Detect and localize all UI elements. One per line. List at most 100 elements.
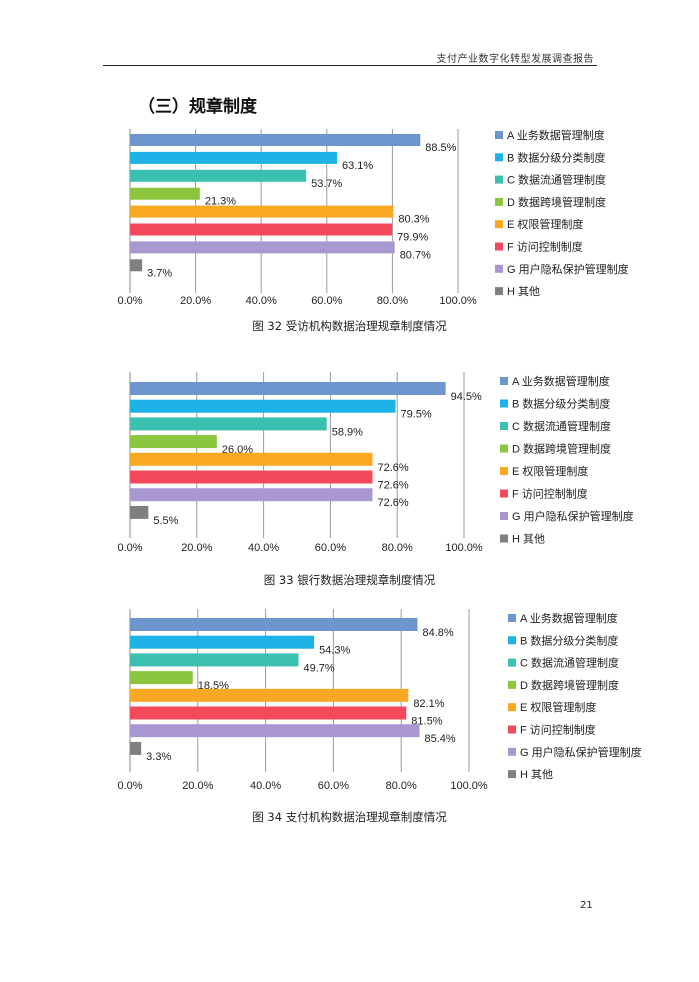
chart-34: 0.0% 20.0% 40.0% 60.0% 80.0% 100.0% 84.8% 54.3%…: [117, 609, 642, 792]
x-tick-label: 100.0%: [439, 295, 477, 307]
legend-label: F 访问控制制度: [507, 240, 583, 254]
legend-swatch: [508, 636, 516, 645]
legend-label: A 业务数据管理制度: [507, 128, 605, 142]
legend-swatch: [500, 512, 508, 520]
bar-value-label: 84.8%: [422, 627, 453, 639]
legend-label: E 权限管理制度: [520, 700, 596, 714]
x-tick-label: 100.0%: [445, 542, 483, 554]
chart-33: 0.0% 20.0% 40.0% 60.0% 80.0% 100.0% 94.5% 79.5%…: [117, 372, 634, 554]
legend-swatch: [500, 422, 508, 430]
legend-swatch: [508, 747, 516, 756]
legend-label: D 数据跨境管理制度: [512, 442, 611, 456]
bar-g: [130, 241, 395, 254]
bar-b: [130, 151, 337, 164]
bar-c: [130, 169, 307, 182]
legend-label: H 其他: [512, 533, 545, 546]
legend-label: G 用户隐私保护管理制度: [512, 509, 634, 523]
x-tick-label: 40.0%: [246, 295, 277, 307]
legend-swatch: [500, 377, 508, 385]
bar-value-label: 58.9%: [332, 426, 363, 438]
header-rule: [103, 65, 597, 66]
legend-swatch: [495, 131, 503, 139]
x-tick-label: 100.0%: [450, 780, 488, 792]
bar-value-label: 72.6%: [377, 480, 408, 492]
legend-swatch: [508, 770, 516, 779]
bar-value-label: 5.5%: [153, 515, 178, 527]
chart-32-caption: 图 32 受访机构数据治理规章制度情况: [252, 319, 447, 333]
bar-value-label: 82.1%: [413, 698, 444, 710]
bar-value-label: 72.6%: [377, 497, 408, 509]
legend-swatch: [500, 534, 508, 543]
bar-h: [130, 741, 142, 755]
bar-g: [130, 488, 373, 502]
legend-label: C 数据流通管理制度: [520, 656, 619, 670]
bar-g: [130, 724, 420, 738]
legend-swatch: [508, 725, 516, 734]
bar-f: [130, 470, 373, 484]
bar-e: [130, 452, 373, 466]
legend-label: B 数据分级分类制度: [520, 633, 618, 647]
running-header: 支付产业数字化转型发展调查报告: [436, 54, 594, 65]
bar-value-label: 63.1%: [342, 160, 373, 172]
bar-value-label: 88.5%: [425, 142, 456, 154]
legend-swatch: [495, 153, 503, 162]
bar-a: [130, 134, 421, 146]
legend-label: G 用户隐私保护管理制度: [520, 745, 642, 759]
legend-swatch: [508, 614, 516, 622]
legend-label: G 用户隐私保护管理制度: [507, 262, 629, 276]
bar-value-label: 72.6%: [377, 462, 408, 474]
legend-label: F 访问控制制度: [512, 487, 588, 501]
legend-label: D 数据跨境管理制度: [507, 195, 606, 209]
bar-c: [130, 653, 299, 667]
legend-label: B 数据分级分类制度: [512, 397, 610, 411]
bar-b: [130, 399, 396, 413]
section-title: （三）规章制度: [138, 97, 257, 117]
chart-34-caption: 图 34 支付机构数据治理规章制度情况: [252, 810, 447, 824]
bar-value-label: 79.5%: [401, 409, 432, 421]
x-tick-label: 0.0%: [117, 295, 142, 307]
bar-a: [130, 618, 418, 631]
chart-33-caption: 图 33 银行数据治理规章制度情况: [263, 573, 436, 587]
bar-value-label: 79.9%: [397, 232, 428, 244]
bar-value-label: 94.5%: [451, 391, 482, 403]
x-tick-label: 40.0%: [250, 780, 281, 792]
legend-swatch: [495, 242, 503, 251]
legend-label: C 数据流通管理制度: [512, 419, 611, 433]
legend-swatch: [508, 680, 516, 689]
legend-label: B 数据分级分类制度: [507, 150, 605, 164]
legend-label: H 其他: [507, 285, 540, 298]
legend-label: E 权限管理制度: [507, 217, 583, 231]
x-tick-label: 80.0%: [377, 295, 408, 307]
page-number: 21: [580, 900, 593, 911]
legend-swatch: [500, 489, 508, 498]
legend-swatch: [495, 175, 503, 184]
legend-label: D 数据跨境管理制度: [520, 678, 619, 692]
bar-value-label: 54.3%: [319, 645, 350, 657]
legend-label: A 业务数据管理制度: [520, 611, 618, 625]
bar-b: [130, 635, 315, 649]
bar-value-label: 3.7%: [147, 267, 172, 279]
x-tick-label: 60.0%: [315, 542, 346, 554]
bar-h: [130, 505, 149, 519]
x-tick-label: 80.0%: [382, 542, 413, 554]
x-tick-label: 60.0%: [311, 295, 342, 307]
bar-h: [130, 259, 143, 272]
bar-value-label: 3.3%: [146, 751, 171, 763]
legend-swatch: [495, 197, 503, 206]
x-tick-label: 20.0%: [181, 542, 212, 554]
bar-e: [130, 205, 394, 218]
x-tick-label: 0.0%: [117, 780, 142, 792]
legend-swatch: [500, 444, 508, 453]
bar-value-label: 21.3%: [205, 196, 236, 208]
legend-swatch: [495, 220, 503, 229]
bar-f: [130, 223, 393, 236]
x-tick-label: 80.0%: [386, 780, 417, 792]
bar-f: [130, 706, 407, 720]
bar-c: [130, 417, 327, 431]
x-tick-label: 60.0%: [318, 780, 349, 792]
x-tick-label: 20.0%: [180, 295, 211, 307]
legend-label: F 访问控制制度: [520, 723, 596, 737]
bar-value-label: 49.7%: [303, 662, 334, 674]
legend-label: E 权限管理制度: [512, 464, 588, 478]
bar-value-label: 80.7%: [400, 249, 431, 261]
